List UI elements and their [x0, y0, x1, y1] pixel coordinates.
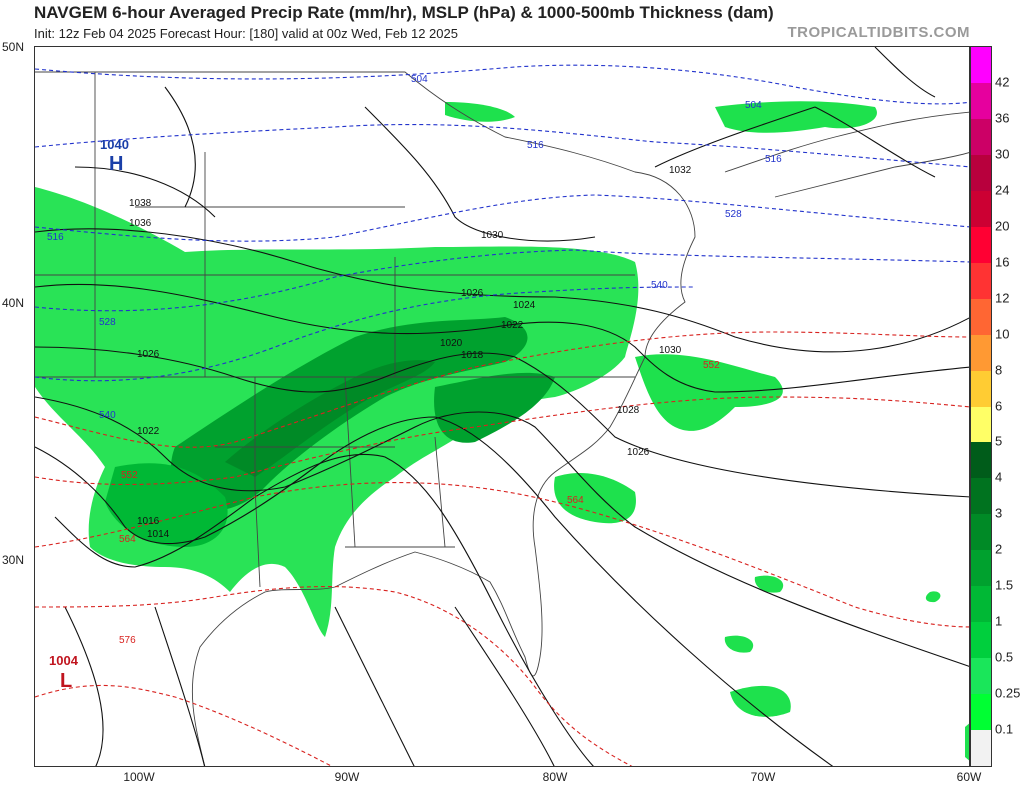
- colorbar-tick-label: 10: [995, 326, 1010, 342]
- colorbar-tick-label: 24: [995, 182, 1010, 198]
- colorbar-swatch: [971, 47, 991, 84]
- colorbar-tick-label: 1: [995, 613, 1003, 629]
- colorbar-swatch: [971, 118, 991, 156]
- thickness-label: 528: [99, 317, 116, 328]
- colorbar-tick-label: 3: [995, 505, 1003, 521]
- thickness-label: 540: [651, 280, 668, 291]
- thickness-label: 564: [567, 495, 584, 506]
- colorbar-swatch: [971, 226, 991, 264]
- isobar-label: 1038: [129, 198, 152, 209]
- colorbar-tick-label: 20: [995, 218, 1010, 234]
- brand-watermark: TROPICALTIDBITS.COM: [787, 24, 970, 41]
- thickness-cold: [35, 64, 969, 382]
- thickness-label: 516: [765, 154, 782, 165]
- colorbar-swatch: [971, 406, 991, 443]
- precip-colorbar: [970, 46, 992, 767]
- isobars: [35, 47, 969, 766]
- lon-label-60w: 60W: [956, 770, 982, 784]
- map-canvas: 1038 1036 1032 1030 1026 1024 1022 1020 …: [35, 47, 969, 766]
- colorbar-tick-label: 4: [995, 469, 1003, 485]
- isobar-label: 1026: [627, 447, 650, 458]
- thickness-label: 504: [745, 100, 762, 111]
- colorbar-swatch: [971, 694, 991, 731]
- high-pressure-symbol: H: [109, 153, 123, 175]
- thickness-label: 516: [527, 140, 544, 151]
- isobar-label: 1022: [137, 426, 160, 437]
- colorbar-tick-label: 30: [995, 146, 1010, 162]
- isobar-label: 1018: [461, 350, 484, 361]
- colorbar-tick-label: 5: [995, 433, 1003, 449]
- colorbar-tick-label: 6: [995, 398, 1003, 413]
- thickness-label: 504: [411, 74, 428, 85]
- colorbar-swatch: [971, 262, 991, 300]
- colorbar-tick-label: 1.5: [995, 577, 1014, 593]
- colorbar-swatch: [971, 622, 991, 659]
- colorbar-swatch: [971, 82, 991, 120]
- colorbar-swatch: [971, 334, 991, 372]
- isobar-label: 1016: [137, 516, 160, 527]
- colorbar-tick-label: 16: [995, 254, 1010, 270]
- thickness-label: 516: [47, 232, 64, 243]
- lon-label-80w: 80W: [542, 770, 568, 784]
- lon-label-100w: 100W: [123, 770, 155, 784]
- isobar-label: 1014: [147, 529, 170, 540]
- colorbar-swatch: [971, 658, 991, 695]
- thickness-label: 552: [703, 360, 720, 371]
- low-pressure-value: 1004: [49, 653, 79, 668]
- forecast-map: 1038 1036 1032 1030 1026 1024 1022 1020 …: [34, 46, 970, 767]
- isobar-label: 1026: [137, 349, 160, 360]
- isobar-label: 1036: [129, 218, 152, 229]
- isobar-label: 1030: [659, 345, 682, 356]
- colorbar-swatch: [971, 478, 991, 515]
- thickness-warm: [35, 331, 969, 766]
- colorbar-tick-label: 8: [995, 362, 1003, 378]
- thickness-labels-cold: 504 504 516 516 516 528 528 540 540: [47, 74, 782, 421]
- isobar-labels: 1038 1036 1032 1030 1026 1024 1022 1020 …: [129, 165, 692, 540]
- isobar-label: 1024: [513, 300, 536, 311]
- colorbar-tick-label: 0.25: [995, 685, 1021, 701]
- thickness-label: 564: [119, 534, 136, 545]
- map-title: NAVGEM 6-hour Averaged Precip Rate (mm/h…: [34, 3, 774, 22]
- lat-label-30n: 30N: [2, 553, 25, 567]
- isobar-label: 1020: [440, 338, 463, 349]
- isobar-label: 1022: [501, 320, 524, 331]
- colorbar-tick-label: 0.5: [995, 649, 1014, 665]
- isobar-label: 1032: [669, 165, 692, 176]
- map-subtitle: Init: 12z Feb 04 2025 Forecast Hour: [18…: [34, 26, 458, 41]
- thickness-label: 528: [725, 209, 742, 220]
- colorbar-tick-label: 12: [995, 290, 1010, 306]
- colorbar-tick-label: 2: [995, 541, 1003, 557]
- colorbar-swatch: [971, 442, 991, 479]
- colorbar-swatch: [971, 154, 991, 192]
- high-pressure-value: 1040: [100, 137, 129, 152]
- colorbar-tick-label: 0.1: [995, 721, 1014, 737]
- colorbar-swatch: [971, 586, 991, 623]
- thickness-label: 552: [121, 470, 138, 481]
- lat-label-50n: 50N: [2, 40, 25, 54]
- geographic-boundaries: [35, 71, 969, 766]
- colorbar-swatch: [971, 298, 991, 336]
- colorbar-swatch: [971, 730, 991, 767]
- colorbar-swatch: [971, 550, 991, 587]
- lat-label-40n: 40N: [2, 296, 25, 310]
- colorbar-swatch: [971, 514, 991, 551]
- low-pressure-center: 1004 L: [49, 653, 79, 692]
- isobar-label: 1026: [461, 288, 484, 299]
- lon-label-70w: 70W: [750, 770, 776, 784]
- colorbar-tick-label: 36: [995, 110, 1010, 126]
- thickness-labels-warm: 552 552 564 564 576: [119, 360, 720, 646]
- low-pressure-symbol: L: [60, 670, 72, 692]
- colorbar-swatch: [971, 190, 991, 228]
- isobar-label: 1030: [481, 230, 504, 241]
- thickness-label: 540: [99, 410, 116, 421]
- high-pressure-center: 1040 H: [100, 137, 129, 175]
- isobar-label: 1028: [617, 405, 640, 416]
- colorbar-swatch: [971, 370, 991, 407]
- precip-area: [35, 101, 969, 761]
- lon-label-90w: 90W: [334, 770, 360, 784]
- colorbar-tick-label: 42: [995, 74, 1010, 90]
- thickness-label: 576: [119, 635, 136, 646]
